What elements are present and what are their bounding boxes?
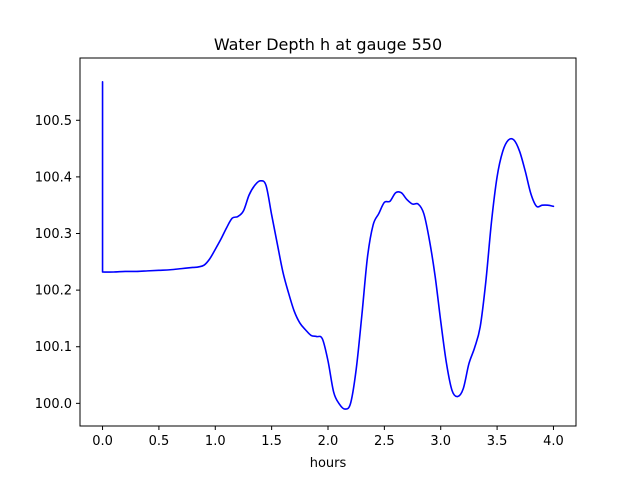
y-tick-label: 100.4 xyxy=(35,170,72,185)
y-tick-label: 100.2 xyxy=(35,284,72,299)
x-axis-label: hours xyxy=(310,456,347,471)
y-axis-ticks: 100.0 100.1 100.2 100.3 100.4 100.5 xyxy=(35,114,80,412)
y-tick-label: 100.5 xyxy=(35,114,72,129)
x-tick-label: 0.5 xyxy=(149,434,170,449)
x-tick-label: 0.0 xyxy=(92,434,113,449)
y-tick-label: 100.3 xyxy=(35,227,72,242)
y-tick-label: 100.0 xyxy=(35,397,72,412)
plot-area xyxy=(80,58,576,426)
x-tick-label: 3.5 xyxy=(487,434,508,449)
x-tick-label: 2.0 xyxy=(318,434,339,449)
x-tick-label: 3.0 xyxy=(430,434,451,449)
series-line xyxy=(101,80,555,410)
x-tick-label: 4.0 xyxy=(543,434,564,449)
x-tick-label: 1.5 xyxy=(261,434,282,449)
x-tick-label: 1.0 xyxy=(205,434,226,449)
plot-frame xyxy=(79,57,577,427)
x-axis-ticks: 0.0 0.5 1.0 1.5 2.0 2.5 3.0 3.5 4.0 xyxy=(92,426,564,449)
series-layer xyxy=(101,80,555,410)
x-tick-label: 2.5 xyxy=(374,434,395,449)
chart-title: Water Depth h at gauge 550 xyxy=(214,35,442,54)
y-tick-label: 100.1 xyxy=(35,340,72,355)
